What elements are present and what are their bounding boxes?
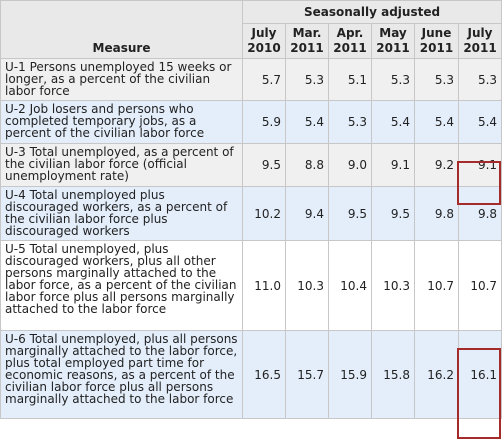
measure-cell: U-3 Total unemployed, as a percent of th… [0, 143, 243, 187]
value-cell: 10.7 [457, 240, 502, 331]
period-header: Mar. 2011 [285, 23, 329, 59]
value-cell: 5.3 [414, 58, 459, 101]
value-cell: 5.7 [242, 58, 286, 101]
table-row: U-3 Total unemployed, as a percent of th… [0, 143, 502, 187]
header-row-group: Measure Seasonally adjusted [0, 0, 502, 59]
value-cell: 9.2 [414, 143, 459, 187]
period-header: June 2011 [414, 23, 459, 59]
value-cell: 9.1 [457, 143, 502, 187]
highlight-box-u3-july-2011 [457, 161, 501, 205]
value-cell: 10.2 [242, 186, 286, 241]
value-cell: 5.3 [328, 100, 372, 144]
value-cell: 5.4 [371, 100, 415, 144]
alternative-unemployment-measures-table: Measure Seasonally adjusted July 2010 Mar… [0, 0, 502, 419]
value-cell: 9.8 [414, 186, 459, 241]
value-cell: 10.3 [371, 240, 415, 331]
value-cell: 9.0 [328, 143, 372, 187]
table-row: U-1 Persons unemployed 15 weeks or longe… [0, 58, 502, 101]
period-header: July 2010 [242, 23, 286, 59]
table-row: U-6 Total unemployed, plus all persons m… [0, 330, 502, 419]
period-year: 2011 [463, 41, 497, 55]
value-cell: 10.7 [414, 240, 459, 331]
highlight-box-u6-july-2011 [457, 348, 501, 439]
value-cell: 16.2 [414, 330, 459, 419]
table-row: U-5 Total unemployed, plus discouraged w… [0, 240, 502, 331]
value-cell: 16.1 [457, 330, 502, 419]
period-header: July 2011 [457, 23, 502, 59]
period-month: July [251, 26, 277, 40]
value-cell: 11.0 [242, 240, 286, 331]
period-header: Apr. 2011 [328, 23, 372, 59]
seasonally-adjusted-header: Seasonally adjusted [241, 0, 502, 24]
value-cell: 10.4 [328, 240, 372, 331]
period-year: 2010 [247, 41, 281, 55]
measure-cell: U-4 Total unemployed plus discouraged wo… [0, 186, 243, 241]
period-header: May 2011 [371, 23, 415, 59]
measure-column-header: Measure [0, 0, 243, 59]
value-cell: 9.5 [242, 143, 286, 187]
value-cell: 5.3 [285, 58, 329, 101]
table-row: U-2 Job losers and persons who completed… [0, 100, 502, 144]
value-cell: 9.1 [371, 143, 415, 187]
period-year: 2011 [376, 41, 410, 55]
value-cell: 5.4 [457, 100, 502, 144]
period-year: 2011 [419, 41, 454, 55]
value-cell: 15.7 [285, 330, 329, 419]
measure-cell: U-1 Persons unemployed 15 weeks or longe… [0, 58, 243, 101]
value-cell: 9.5 [371, 186, 415, 241]
period-month: May [379, 26, 407, 40]
value-cell: 5.3 [371, 58, 415, 101]
value-cell: 16.5 [242, 330, 286, 419]
value-cell: 15.9 [328, 330, 372, 419]
table-row: U-4 Total unemployed plus discouraged wo… [0, 186, 502, 241]
period-month: June [421, 26, 452, 40]
period-month: July [467, 26, 493, 40]
value-cell: 5.9 [242, 100, 286, 144]
value-cell: 9.4 [285, 186, 329, 241]
value-cell: 8.8 [285, 143, 329, 187]
value-cell: 10.3 [285, 240, 329, 331]
value-cell: 9.5 [328, 186, 372, 241]
period-year: 2011 [290, 41, 324, 55]
value-cell: 5.3 [457, 58, 502, 101]
measure-cell: U-5 Total unemployed, plus discouraged w… [0, 240, 243, 331]
period-year: 2011 [333, 41, 367, 55]
period-month: Apr. [336, 26, 364, 40]
period-month: Mar. [292, 26, 322, 40]
header-row-periods: July 2010 Mar. 2011 Apr. 2011 May 2011 June 2… [1, 23, 502, 59]
value-cell: 5.4 [414, 100, 459, 144]
measure-cell: U-2 Job losers and persons who completed… [0, 100, 243, 144]
value-cell: 5.4 [285, 100, 329, 144]
value-cell: 15.8 [371, 330, 415, 419]
measure-cell: U-6 Total unemployed, plus all persons m… [0, 330, 243, 419]
value-cell: 5.1 [328, 58, 372, 101]
